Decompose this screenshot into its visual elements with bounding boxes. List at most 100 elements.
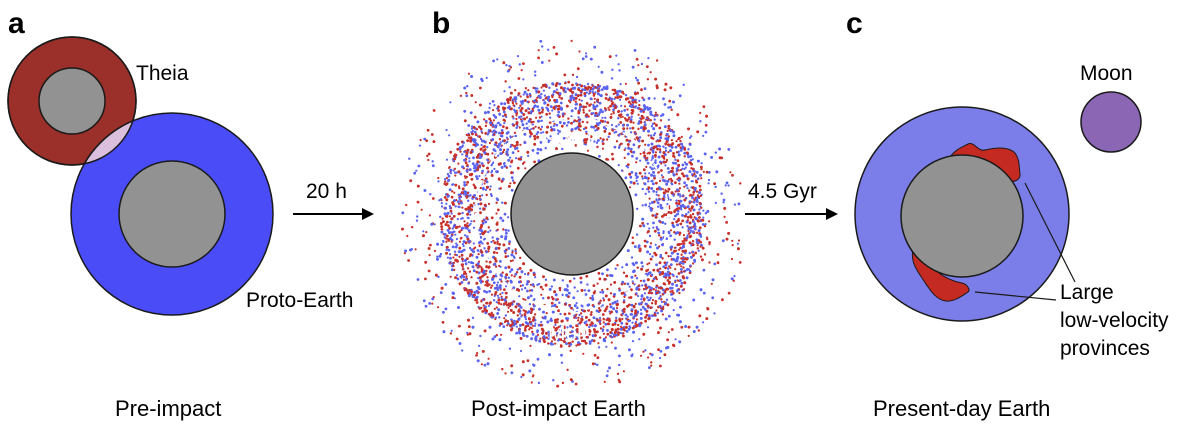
debris-particle (448, 166, 451, 169)
debris-particle (472, 156, 475, 160)
debris-particle (532, 86, 535, 89)
debris-particle (687, 155, 690, 159)
debris-particle (684, 260, 687, 264)
debris-particle (610, 310, 613, 314)
debris-particle (479, 211, 482, 215)
debris-particle (684, 325, 687, 328)
debris-particle (506, 106, 510, 109)
debris-particle (462, 244, 465, 248)
debris-particle (492, 274, 496, 278)
debris-particle (444, 223, 448, 227)
debris-particle (730, 277, 734, 281)
debris-particle (671, 251, 674, 255)
debris-particle (554, 320, 557, 324)
debris-particle (574, 93, 578, 96)
debris-particle (550, 301, 554, 305)
debris-particle (560, 333, 564, 336)
debris-particle (628, 319, 632, 322)
debris-particle (696, 177, 700, 181)
debris-particle (658, 139, 662, 143)
debris-particle (495, 306, 498, 309)
debris-particle (503, 298, 507, 301)
debris-particle (484, 188, 488, 191)
debris-particle (650, 364, 653, 367)
debris-particle (525, 122, 528, 125)
debris-particle (407, 259, 410, 262)
debris-particle (659, 326, 662, 330)
debris-particle (447, 224, 450, 228)
debris-particle (703, 225, 707, 228)
debris-particle (558, 96, 561, 99)
debris-particle (694, 251, 698, 255)
debris-particle (474, 101, 477, 104)
debris-particle (455, 237, 458, 241)
debris-particle (681, 258, 685, 262)
debris-particle (617, 110, 620, 113)
debris-particle (675, 275, 679, 278)
debris-particle (521, 360, 525, 364)
debris-particle (670, 293, 673, 296)
debris-particle (458, 196, 461, 199)
debris-particle (672, 309, 675, 312)
debris-particle (533, 137, 537, 141)
debris-particle (604, 307, 608, 311)
debris-particle (531, 324, 535, 327)
debris-particle (614, 346, 617, 350)
debris-particle (495, 301, 498, 304)
debris-particle (580, 99, 583, 102)
debris-particle (536, 333, 540, 336)
debris-particle (431, 302, 434, 305)
debris-particle (518, 267, 522, 270)
debris-particle (599, 299, 602, 302)
debris-particle (492, 129, 496, 133)
debris-particle (437, 180, 440, 183)
debris-particle (679, 305, 682, 309)
debris-particle (600, 88, 604, 91)
debris-particle (552, 46, 556, 49)
debris-particle (625, 165, 628, 168)
debris-particle (661, 313, 665, 316)
debris-particle (626, 108, 629, 111)
debris-particle (655, 286, 658, 289)
debris-particle (673, 156, 676, 159)
debris-particle (504, 296, 508, 299)
debris-particle (426, 128, 430, 132)
debris-particle (511, 259, 514, 262)
debris-particle (504, 107, 507, 110)
debris-particle (631, 126, 635, 130)
debris-particle (646, 296, 649, 299)
debris-particle (646, 278, 650, 282)
debris-particle (587, 303, 591, 307)
debris-particle (613, 293, 616, 296)
debris-particle (591, 294, 594, 297)
debris-particle (537, 119, 540, 123)
debris-particle (504, 291, 508, 295)
debris-particle (497, 301, 501, 305)
debris-particle (491, 152, 494, 155)
debris-particle (536, 151, 540, 155)
debris-particle (565, 342, 568, 345)
debris-particle (678, 187, 682, 190)
debris-particle (506, 148, 510, 152)
debris-particle (447, 174, 451, 178)
debris-particle (688, 241, 692, 245)
debris-particle (416, 278, 420, 281)
debris-particle (500, 280, 503, 283)
debris-particle (659, 203, 663, 207)
debris-particle (647, 317, 650, 321)
debris-particle (493, 241, 497, 245)
debris-particle (677, 202, 681, 206)
debris-particle (460, 229, 463, 232)
debris-particle (422, 299, 426, 303)
debris-particle (510, 274, 513, 277)
debris-particle (607, 298, 611, 302)
debris-particle (697, 329, 700, 332)
debris-particle (739, 182, 742, 185)
debris-particle (467, 318, 470, 322)
debris-particle (553, 122, 556, 125)
debris-particle (676, 188, 679, 192)
debris-particle (446, 228, 450, 232)
debris-particle (646, 326, 650, 329)
debris-particle (592, 339, 596, 343)
debris-particle (458, 255, 461, 258)
